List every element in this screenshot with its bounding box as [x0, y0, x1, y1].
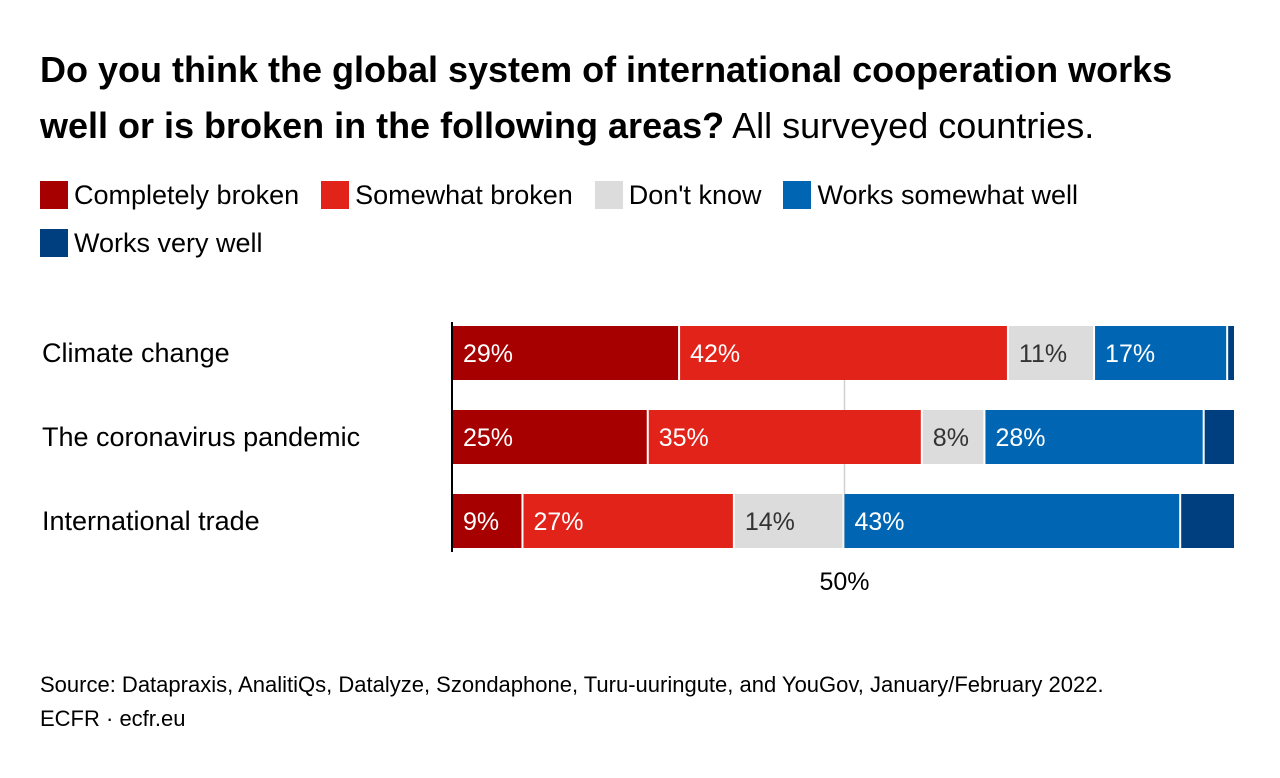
axis-tick-label: 50%	[819, 568, 869, 596]
bar-segment	[985, 410, 1203, 464]
bar-segment	[1204, 410, 1234, 464]
source-note: Source: Datapraxis, AnalitiQs, Datalyze,…	[40, 668, 1260, 736]
legend-swatch	[40, 229, 68, 257]
bar-value-label: 28%	[995, 424, 1045, 452]
bar-segment	[844, 494, 1180, 548]
bar-value-label: 17%	[1105, 340, 1155, 368]
legend-swatch	[40, 181, 68, 209]
bar-value-label: 25%	[463, 424, 513, 452]
legend-label: Completely broken	[74, 179, 300, 210]
legend-item-works-somewhat-well: Works somewhat well	[783, 180, 1078, 210]
bar-segment	[1095, 326, 1227, 380]
bar-segment	[1181, 494, 1234, 548]
source-attribution: ECFR · ecfr.eu	[40, 706, 186, 731]
bar-segment	[453, 410, 647, 464]
legend-label: Don't know	[628, 179, 762, 210]
legend-label: Somewhat broken	[355, 179, 573, 210]
legend-label: Works very well	[74, 227, 263, 258]
bar-segment	[648, 410, 921, 464]
category-label: Climate change	[42, 338, 230, 368]
legend: Completely broken Somewhat broken Don't …	[40, 180, 1240, 258]
bar-segment	[523, 494, 733, 548]
bar-value-label: 11%	[1019, 340, 1067, 368]
bar-segment	[922, 410, 984, 464]
legend-swatch	[321, 181, 350, 209]
source-line: Source: Datapraxis, AnalitiQs, Datalyze,…	[40, 672, 1104, 697]
bar-segment	[453, 494, 522, 548]
bar-segment	[453, 326, 679, 380]
bar-value-label: 14%	[745, 508, 795, 536]
bar-segment	[680, 326, 1007, 380]
category-label: International trade	[42, 506, 260, 536]
bar-value-label: 42%	[690, 340, 740, 368]
legend-item-somewhat-broken: Somewhat broken	[321, 180, 573, 210]
bar-value-label: 29%	[463, 340, 513, 368]
bar-value-label: 43%	[855, 508, 905, 536]
legend-swatch	[783, 181, 812, 209]
bar-value-label: 35%	[659, 424, 709, 452]
bar-value-label: 9%	[463, 508, 499, 536]
chart-title-bold: Do you think the global system of intern…	[40, 49, 1173, 146]
chart-subtitle: All surveyed countries.	[732, 105, 1095, 146]
bar-segment	[1008, 326, 1094, 380]
bar-segment	[1228, 326, 1234, 380]
category-label: The coronavirus pandemic	[42, 422, 360, 452]
bar-value-label: 8%	[933, 424, 969, 452]
bar-segment	[734, 494, 843, 548]
legend-label: Works somewhat well	[817, 179, 1079, 210]
chart-title: Do you think the global system of intern…	[40, 42, 1240, 154]
legend-swatch	[594, 181, 623, 209]
legend-item-completely-broken: Completely broken	[40, 180, 299, 210]
bar-value-label: 27%	[533, 508, 583, 536]
legend-item-works-very-well: Works very well	[40, 228, 263, 258]
legend-item-dont-know: Don't know	[594, 179, 762, 210]
